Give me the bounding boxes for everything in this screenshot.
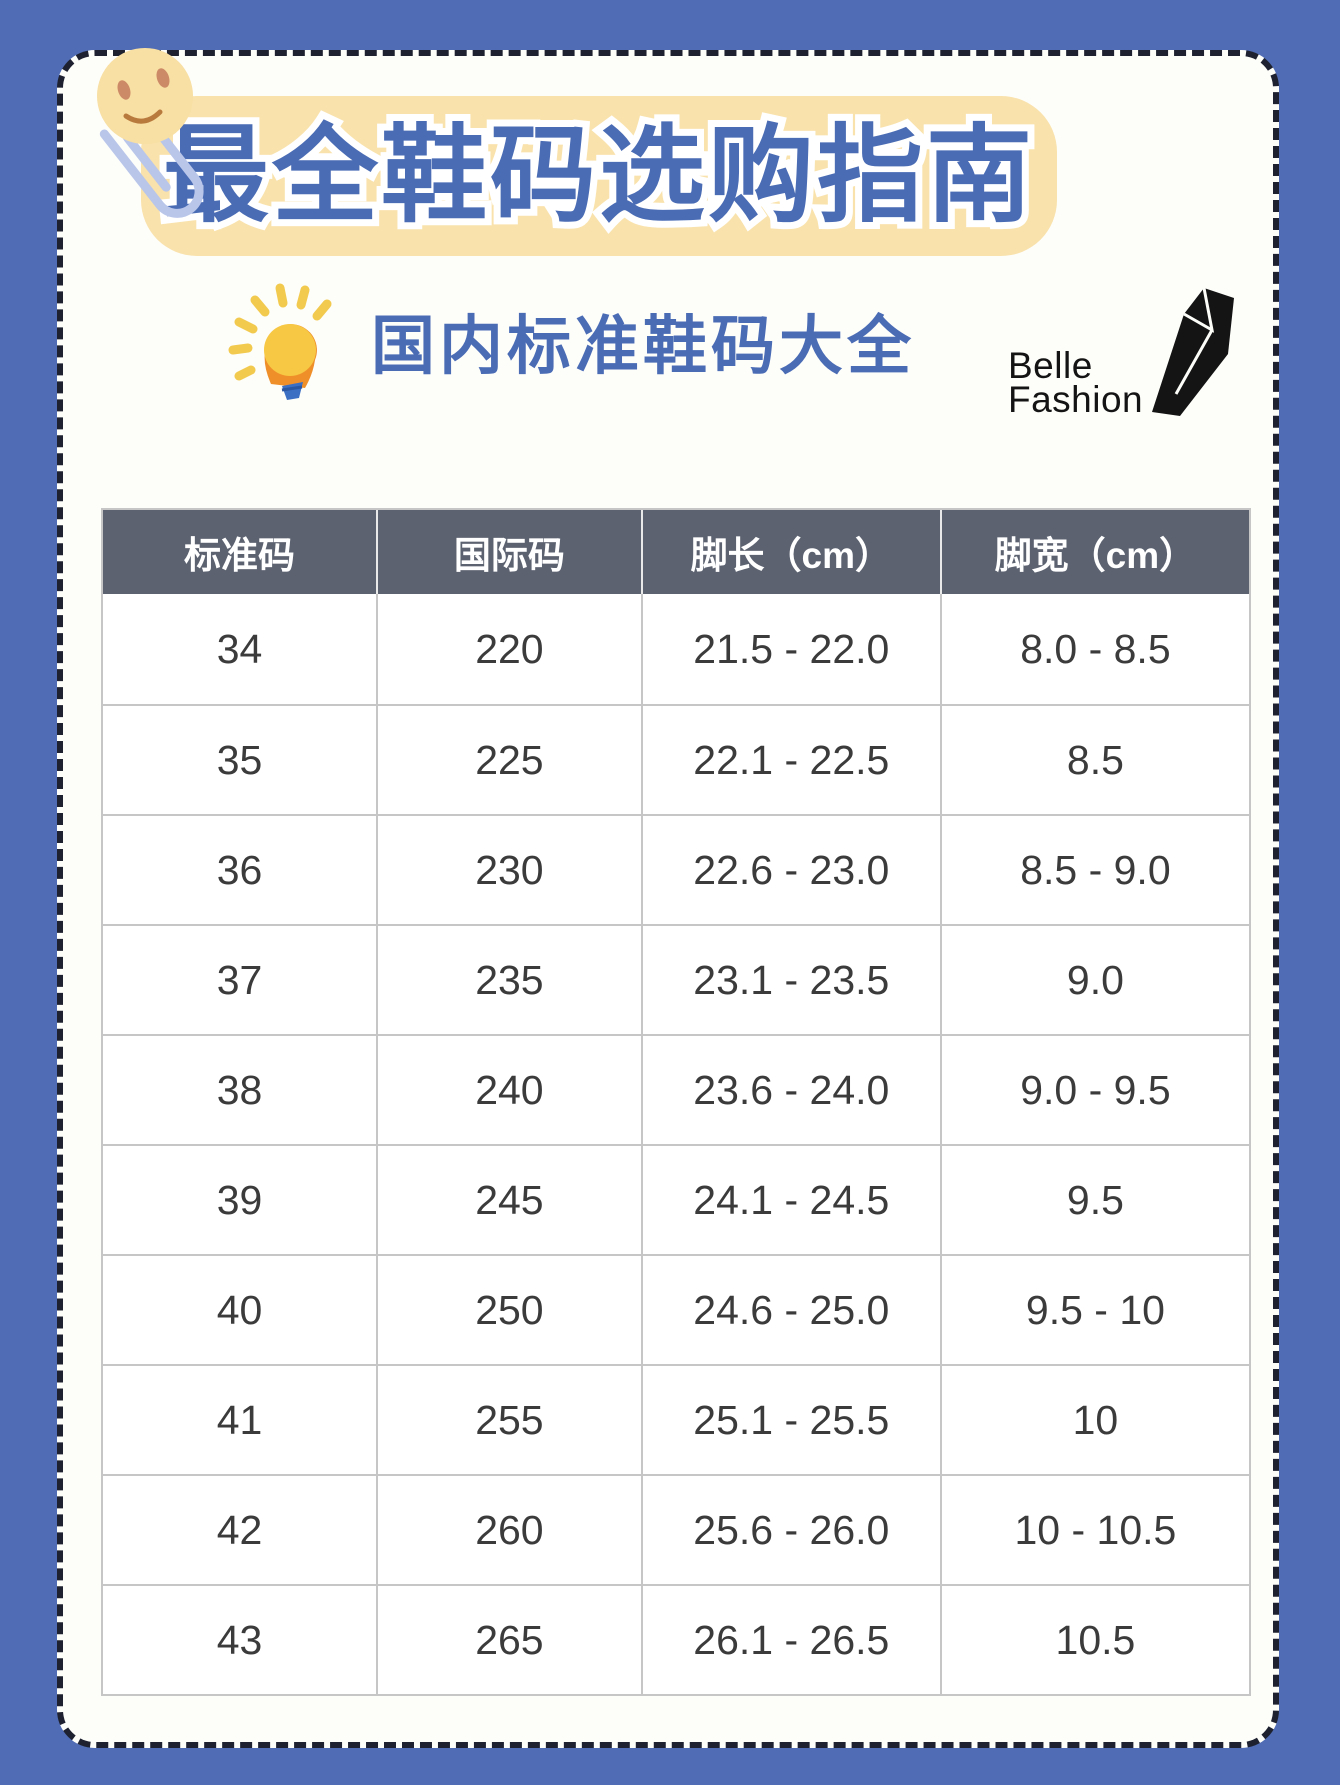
table-cell: 250 [378, 1256, 643, 1364]
table-cell: 22.1 - 22.5 [643, 706, 942, 814]
table-cell: 35 [103, 706, 379, 814]
table-cell: 9.0 [1066, 956, 1124, 1003]
table-cell: 9.5 [1066, 1176, 1124, 1223]
brand-line2: Fashion [1008, 378, 1144, 420]
table-cell: 41 [103, 1366, 379, 1474]
lightbulb-icon [228, 283, 332, 400]
page-subtitle: 国内标准鞋码大全 [371, 310, 915, 382]
table-row: 37 235 23.1 - 23.5 9.0 [103, 924, 1249, 1034]
brand-logo: Belle Fashion [1008, 284, 1238, 419]
table-cell: 21.5 - 22.0 [643, 594, 942, 704]
table-cell: 37 [103, 926, 379, 1034]
table-cell: 240 [378, 1036, 643, 1144]
table-cell: 220 [378, 594, 643, 704]
table-header-standard-code: 标准码 [103, 510, 379, 594]
table-cell: 9.5 - 10 [1025, 1286, 1165, 1333]
table-cell: 260 [378, 1476, 643, 1584]
table-cell: 255 [378, 1366, 643, 1474]
title-banner: 最全鞋码选购指南 最全鞋码选购指南 [141, 96, 1057, 256]
size-table: 标准码 国际码 脚长（cm） 脚宽（cm） 34 220 21.5 - 22.0 8.… [101, 508, 1251, 1696]
brand-logo-icon [1152, 287, 1234, 416]
table-cell: 34 [103, 594, 379, 704]
table-cell: 225 [378, 706, 643, 814]
table-cell: 39 [103, 1146, 379, 1254]
table-row: 40 250 24.6 - 25.0 9.5 - 10 [103, 1254, 1249, 1364]
table-cell: 36 [103, 816, 379, 924]
table-cell: 25.6 - 26.0 [643, 1476, 942, 1584]
table-cell: 38 [103, 1036, 379, 1144]
table-cell: 23.1 - 23.5 [643, 926, 942, 1034]
table-cell: 9.0 - 9.5 [1020, 1066, 1171, 1113]
table-header-international-code: 国际码 [378, 510, 643, 594]
table-cell: 23.6 - 24.0 [643, 1036, 942, 1144]
table-cell: 235 [378, 926, 643, 1034]
table-cell: 8.5 [1066, 736, 1124, 783]
table-row: 38 240 23.6 - 24.0 9.0 - 9.5 [103, 1034, 1249, 1144]
table-row: 41 255 25.1 - 25.5 10 [103, 1364, 1249, 1474]
table-body: 34 220 21.5 - 22.0 8.0 - 8.5 35 225 22.1 - 22.… [103, 594, 1249, 1694]
table-cell: 42 [103, 1476, 379, 1584]
card: 最全鞋码选购指南 最全鞋码选购指南 国内标准鞋码大全 [57, 50, 1279, 1748]
table-row: 35 225 22.1 - 22.5 8.5 [103, 704, 1249, 814]
table-cell: 24.6 - 25.0 [643, 1256, 942, 1364]
paperclip-smiley-icon [97, 48, 204, 218]
table-header-row: 标准码 国际码 脚长（cm） 脚宽（cm） [103, 510, 1249, 594]
table-cell: 22.6 - 23.0 [643, 816, 942, 924]
page-title: 最全鞋码选购指南 [163, 117, 1035, 235]
table-header-foot-width: 脚宽（cm） [994, 535, 1197, 576]
table-cell: 245 [378, 1146, 643, 1254]
table-cell: 8.5 - 9.0 [1020, 846, 1171, 893]
table-row: 36 230 22.6 - 23.0 8.5 - 9.0 [103, 814, 1249, 924]
brand-line1: Belle [1008, 344, 1093, 386]
brand-logo-text: Belle Fashion [1008, 344, 1144, 420]
table-cell: 10.5 [1055, 1616, 1136, 1663]
table-header-foot-length: 脚长（cm） [643, 510, 942, 594]
table-cell: 40 [103, 1256, 379, 1364]
table-cell: 265 [378, 1586, 643, 1694]
table-cell: 10 - 10.5 [1014, 1506, 1177, 1553]
table-cell: 230 [378, 816, 643, 924]
table-row: 39 245 24.1 - 24.5 9.5 [103, 1144, 1249, 1254]
table-cell: 25.1 - 25.5 [643, 1366, 942, 1474]
table-row: 42 260 25.6 - 26.0 10 - 10.5 [103, 1474, 1249, 1584]
page-title-outline: 最全鞋码选购指南 [156, 116, 1039, 236]
table-cell: 26.1 - 26.5 [643, 1586, 942, 1694]
table-row: 34 220 21.5 - 22.0 8.0 - 8.5 [103, 594, 1249, 704]
table-cell: 24.1 - 24.5 [643, 1146, 942, 1254]
table-cell: 43 [103, 1586, 379, 1694]
table-cell: 8.0 - 8.5 [1020, 625, 1171, 672]
table-row: 43 265 26.1 - 26.5 10.5 [103, 1584, 1249, 1694]
table-cell: 10 [1072, 1396, 1119, 1443]
